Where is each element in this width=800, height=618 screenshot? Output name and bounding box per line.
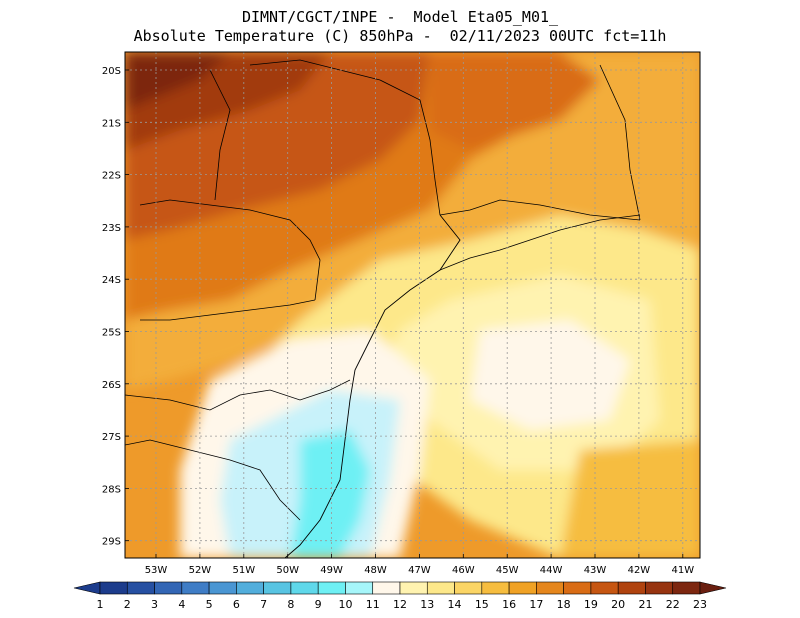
colorbar-label: 3	[151, 598, 158, 611]
lon-label: 43W	[584, 565, 607, 576]
lat-label: 20S	[102, 66, 121, 77]
colorbar-swatch	[126, 581, 155, 595]
lat-label: 26S	[102, 380, 121, 391]
lon-label: 52W	[189, 565, 212, 576]
field-band-9	[290, 430, 370, 558]
plot-frame	[124, 51, 701, 559]
colorbar-label: 10	[338, 598, 352, 611]
colorbar-label: 9	[315, 598, 322, 611]
latitude-labels: 20S 21S 22S 23S 24S 25S 26S 27S 28S 29S	[102, 66, 129, 548]
map-title: DIMNT/CGCT/INPE - Model Eta05_M01_	[241, 8, 559, 26]
colorbar-label: 17	[529, 598, 543, 611]
colorbar-label: 7	[260, 598, 267, 611]
colorbar-swatch	[536, 581, 564, 595]
colorbar-label: 4	[178, 598, 185, 611]
state-border-pr-sp	[140, 299, 316, 321]
colorbar-swatch	[645, 581, 674, 595]
lon-label: 51W	[232, 565, 255, 576]
map-subtitle: Absolute Temperature (C) 850hPa - 02/11/…	[133, 27, 667, 45]
colorbar-label: 21	[638, 598, 652, 611]
state-border-ms-sp	[139, 199, 321, 301]
field-band-18b	[430, 52, 600, 150]
lon-label: 46W	[452, 565, 475, 576]
colorbar-swatch	[181, 581, 210, 595]
lon-label: 53W	[145, 565, 168, 576]
grid-lines	[125, 52, 700, 558]
state-border-mg-es	[599, 64, 641, 221]
colorbar-swatch	[317, 581, 346, 595]
colorbar-swatch	[426, 581, 455, 595]
colorbar-label: 14	[448, 598, 462, 611]
lat-label: 27S	[102, 432, 121, 443]
colorbar-swatch	[481, 581, 510, 595]
lon-label: 48W	[364, 565, 387, 576]
lon-label: 47W	[408, 565, 431, 576]
colorbar-arrow-right	[699, 581, 727, 595]
state-border-sc-rs	[125, 439, 301, 521]
colorbar-swatch	[345, 581, 374, 595]
boundaries	[125, 59, 641, 558]
colorbar-arrow-left	[73, 581, 101, 595]
colorbar-swatch	[208, 581, 237, 595]
colorbar-swatch	[399, 581, 428, 595]
colorbar-label: 5	[206, 598, 213, 611]
state-border-sp-mg	[249, 59, 441, 216]
colorbar-swatch	[563, 581, 592, 595]
lat-label: 29S	[102, 537, 121, 548]
colorbar: 1 2 3 4 5 6 7 8 9 10 11 12 13 14 15 16 17 18 19 20 21 22 23	[73, 581, 727, 611]
colorbar-swatch	[454, 581, 483, 595]
lon-label: 50W	[276, 565, 299, 576]
field-band-11a	[470, 320, 630, 430]
colorbar-label: 22	[666, 598, 680, 611]
colorbar-swatch	[99, 581, 128, 595]
colorbar-label: 16	[502, 598, 516, 611]
colorbar-label: 18	[557, 598, 571, 611]
lat-label: 24S	[102, 275, 121, 286]
coastline-rj	[439, 214, 641, 271]
colorbar-swatch	[372, 581, 401, 595]
colorbar-swatch	[236, 581, 264, 595]
lon-label: 41W	[671, 565, 694, 576]
state-border-pr-sc	[125, 379, 351, 411]
colorbar-label: 1	[97, 598, 104, 611]
colorbar-swatch	[617, 581, 646, 595]
colorbar-swatch	[508, 581, 537, 595]
colorbar-label: 20	[611, 598, 625, 611]
lat-label: 28S	[102, 484, 121, 495]
colorbar-swatch	[590, 581, 619, 595]
colorbar-label: 6	[233, 598, 240, 611]
state-border-river	[209, 69, 231, 201]
lat-label: 21S	[102, 118, 121, 129]
colorbar-label: 15	[475, 598, 489, 611]
lon-label: 49W	[320, 565, 343, 576]
lat-label: 23S	[102, 223, 121, 234]
colorbar-label: 2	[124, 598, 131, 611]
colorbar-label: 19	[584, 598, 598, 611]
lon-label: 45W	[496, 565, 519, 576]
colorbar-label: 13	[420, 598, 434, 611]
colorbar-label: 11	[366, 598, 380, 611]
lat-label: 22S	[102, 171, 121, 182]
longitude-labels: 53W 52W 51W 50W 49W 48W 47W 46W 45W 44W 43W 42W 41W	[145, 554, 694, 576]
colorbar-swatch	[263, 581, 292, 595]
temperature-field	[125, 52, 700, 558]
lon-label: 42W	[628, 565, 651, 576]
lat-label: 25S	[102, 328, 121, 339]
lon-label: 44W	[540, 565, 563, 576]
colorbar-swatch	[290, 581, 319, 595]
colorbar-label: 12	[393, 598, 407, 611]
field-band-21	[125, 52, 230, 110]
colorbar-swatch	[154, 581, 183, 595]
state-border-sp-rj	[439, 199, 641, 221]
colorbar-swatch	[672, 581, 701, 595]
colorbar-label: 23	[693, 598, 707, 611]
colorbar-label: 8	[287, 598, 294, 611]
